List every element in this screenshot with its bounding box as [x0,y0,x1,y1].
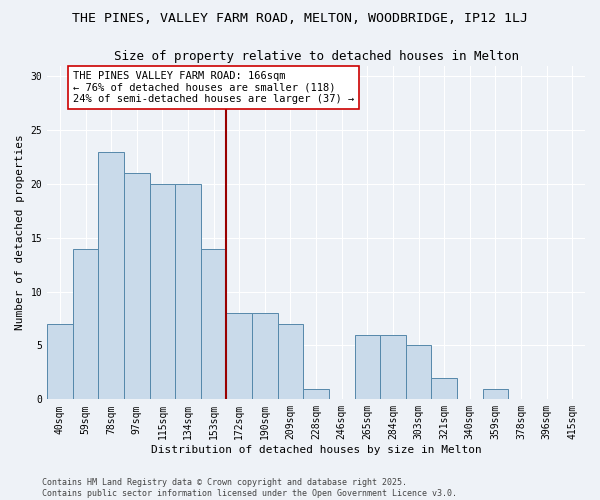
X-axis label: Distribution of detached houses by size in Melton: Distribution of detached houses by size … [151,445,481,455]
Title: Size of property relative to detached houses in Melton: Size of property relative to detached ho… [113,50,518,63]
Bar [47,324,73,400]
Bar [226,313,252,400]
Bar [124,173,149,400]
Bar [98,152,124,400]
Y-axis label: Number of detached properties: Number of detached properties [15,134,25,330]
Text: Contains HM Land Registry data © Crown copyright and database right 2025.
Contai: Contains HM Land Registry data © Crown c… [42,478,457,498]
Text: THE PINES, VALLEY FARM ROAD, MELTON, WOODBRIDGE, IP12 1LJ: THE PINES, VALLEY FARM ROAD, MELTON, WOO… [72,12,528,26]
Bar [303,388,329,400]
Bar [149,184,175,400]
Bar [252,313,278,400]
Bar [380,334,406,400]
Bar [278,324,303,400]
Bar [201,248,226,400]
Bar [431,378,457,400]
Text: THE PINES VALLEY FARM ROAD: 166sqm
← 76% of detached houses are smaller (118)
24: THE PINES VALLEY FARM ROAD: 166sqm ← 76%… [73,71,354,104]
Bar [355,334,380,400]
Bar [175,184,201,400]
Bar [482,388,508,400]
Bar [73,248,98,400]
Bar [406,346,431,400]
